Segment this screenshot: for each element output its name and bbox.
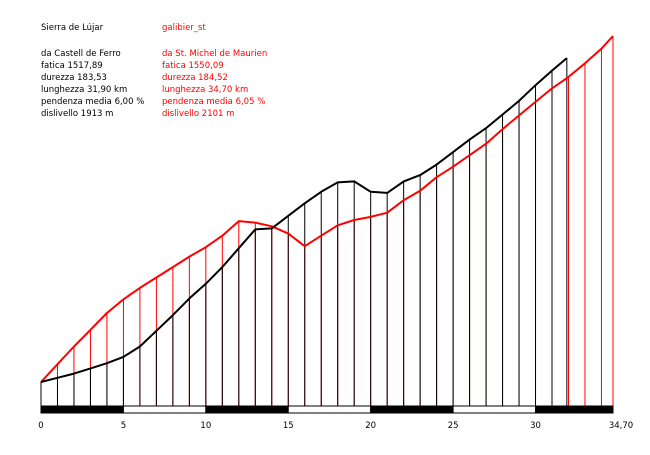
profile-b-durezza: durezza 184,52: [162, 73, 228, 83]
profile-a-durezza: durezza 183,53: [41, 73, 107, 83]
profile-b-name: galibier_st: [162, 23, 206, 33]
x-tick-label-6: 30: [530, 421, 541, 431]
legend-profile-a: Sierra de Lújar da Castell de Ferro fati…: [41, 23, 144, 119]
drop-lines-profile-a: [40, 58, 568, 406]
legend-profile-b: galibier_st da St. Michel de Maurien fat…: [162, 23, 267, 119]
profile-a-start: da Castell de Ferro: [41, 49, 121, 59]
profile-lines: [40, 35, 614, 383]
scale-segment-1: [122, 405, 207, 414]
profile-a-pendenza: pendenza media 6,00 %: [41, 97, 144, 107]
profile-b-fatica: fatica 1550,09: [162, 61, 224, 71]
scale-segment-2: [205, 405, 289, 414]
x-tick-labels: 0 5 10 15 20 25 30 34,70: [38, 421, 633, 431]
x-tick-label-4: 20: [365, 421, 376, 431]
scale-segment-4: [370, 405, 454, 414]
profile-a-fatica: fatica 1517,89: [41, 61, 103, 71]
profile-a-name: Sierra de Lújar: [41, 23, 104, 33]
profile-b-lunghezza: lunghezza 34,70 km: [162, 85, 248, 95]
x-tick-label-2: 10: [200, 421, 211, 431]
x-tick-label-1: 5: [121, 421, 126, 431]
profile-b-dislivello: dislivello 2101 m: [162, 109, 234, 119]
scale-segment-3: [287, 405, 372, 414]
x-tick-label-0: 0: [38, 421, 43, 431]
profile-a-dislivello: dislivello 1913 m: [41, 109, 113, 119]
scale-segment-6: [535, 405, 614, 414]
profile-b-pendenza: pendenza media 6,05 %: [162, 97, 265, 107]
x-tick-label-5: 25: [448, 421, 459, 431]
series-line-a: [40, 57, 568, 383]
series-line-b: [40, 35, 614, 383]
distance-scale-bar: [40, 405, 614, 414]
profile-a-lunghezza: lunghezza 31,90 km: [41, 85, 127, 95]
x-tick-label-3: 15: [283, 421, 294, 431]
x-end-label: 34,70: [609, 421, 633, 431]
scale-segment-0: [40, 405, 124, 414]
profile-b-start: da St. Michel de Maurien: [162, 49, 267, 59]
scale-segment-5: [452, 405, 537, 414]
